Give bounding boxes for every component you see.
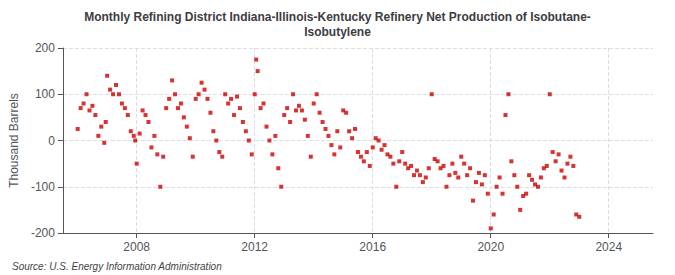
svg-text:-100: -100 xyxy=(31,180,55,194)
svg-text:2016: 2016 xyxy=(359,240,386,254)
svg-text:100: 100 xyxy=(35,87,55,101)
svg-text:-200: -200 xyxy=(31,226,55,240)
svg-text:2008: 2008 xyxy=(123,240,150,254)
svg-text:Isobutylene: Isobutylene xyxy=(304,25,371,39)
svg-text:Source: U.S. Energy Informatio: Source: U.S. Energy Information Administ… xyxy=(12,261,222,272)
svg-text:0: 0 xyxy=(48,134,55,148)
svg-text:2020: 2020 xyxy=(477,240,504,254)
svg-text:2024: 2024 xyxy=(595,240,622,254)
svg-text:Thousand Barrels: Thousand Barrels xyxy=(7,93,21,188)
svg-text:200: 200 xyxy=(35,41,55,55)
svg-text:Monthly Refining District Indi: Monthly Refining District Indiana-Illino… xyxy=(84,10,591,24)
svg-text:2012: 2012 xyxy=(241,240,268,254)
